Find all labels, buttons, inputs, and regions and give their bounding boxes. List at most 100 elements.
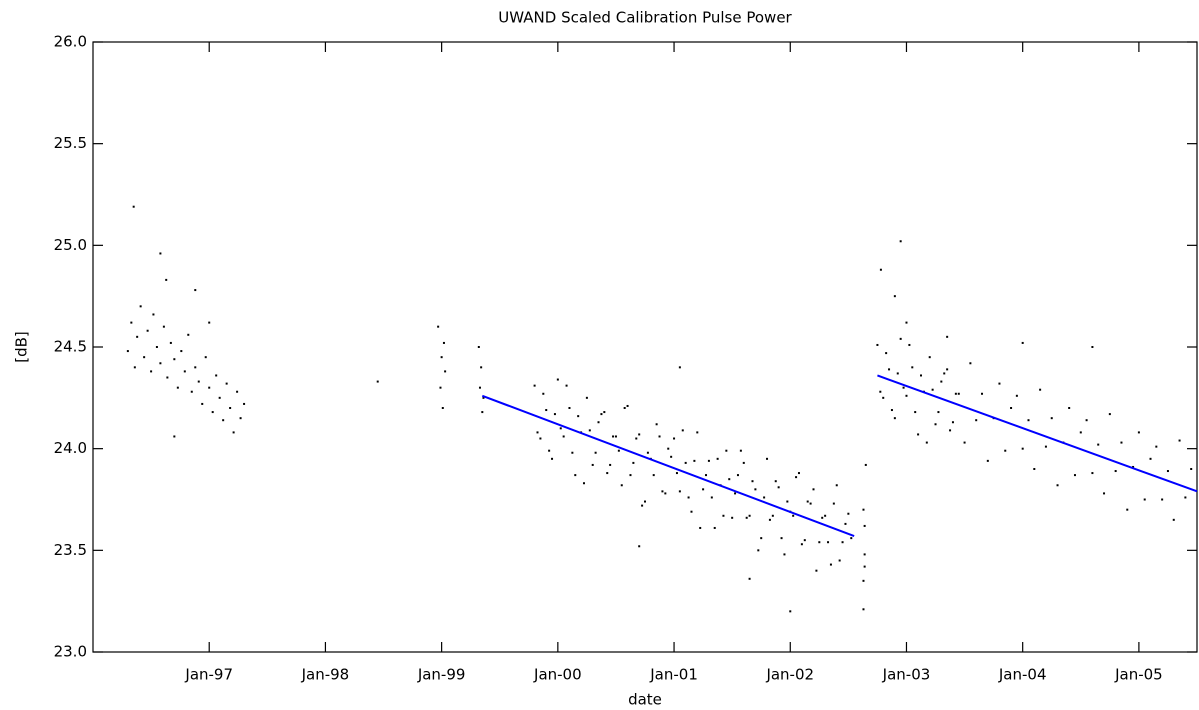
data-point	[1021, 447, 1024, 450]
data-point	[582, 482, 585, 485]
chart-title: UWAND Scaled Calibration Pulse Power	[498, 9, 792, 27]
data-point	[1120, 441, 1123, 444]
y-tick-label: 26.0	[54, 33, 87, 51]
data-point	[917, 433, 920, 436]
data-point	[693, 459, 696, 462]
data-point	[748, 514, 751, 517]
data-point	[893, 417, 896, 420]
data-point	[159, 252, 162, 255]
data-point	[629, 474, 632, 477]
data-point	[905, 394, 908, 397]
data-point	[614, 435, 617, 438]
data-point	[165, 278, 168, 281]
data-point	[632, 461, 635, 464]
x-tick-label: Jan-01	[649, 666, 698, 684]
data-point	[208, 321, 211, 324]
data-point	[542, 392, 545, 395]
data-point	[577, 415, 580, 418]
data-point	[132, 205, 135, 208]
data-point	[553, 413, 556, 416]
data-point	[1010, 407, 1013, 409]
data-point	[824, 514, 827, 517]
data-point	[133, 366, 136, 369]
data-point	[678, 490, 681, 493]
data-point	[211, 411, 214, 414]
data-point	[218, 396, 221, 399]
data-point	[229, 407, 232, 409]
data-point	[661, 490, 664, 493]
data-point	[437, 325, 440, 328]
data-point	[1073, 474, 1076, 477]
data-point	[946, 335, 949, 338]
data-point	[646, 451, 649, 454]
data-point	[1126, 508, 1129, 511]
data-point	[536, 431, 539, 434]
data-point	[832, 502, 835, 505]
data-point	[173, 358, 176, 361]
y-tick-label: 24.0	[54, 439, 87, 457]
data-point	[678, 366, 681, 369]
data-point	[827, 541, 830, 544]
data-point	[197, 380, 200, 383]
data-point	[548, 449, 551, 452]
data-point	[556, 378, 559, 381]
data-point	[707, 459, 710, 462]
data-point	[899, 337, 902, 340]
data-point	[159, 362, 162, 365]
data-point	[809, 502, 812, 505]
x-tick-label: Jan-03	[882, 666, 931, 684]
data-point	[482, 396, 485, 399]
data-point	[440, 356, 443, 359]
data-point	[908, 343, 911, 346]
data-point	[896, 372, 899, 375]
data-point	[742, 461, 745, 464]
y-tick-label: 24.5	[54, 338, 87, 356]
data-point	[635, 437, 638, 440]
data-point	[862, 508, 865, 511]
data-point	[821, 516, 824, 519]
data-point	[1103, 492, 1106, 495]
data-point	[1137, 431, 1140, 434]
data-point	[1184, 496, 1187, 499]
trend-line	[877, 374, 1198, 493]
data-point	[658, 435, 661, 438]
data-point	[850, 537, 853, 540]
data-point	[763, 496, 766, 499]
data-point	[879, 390, 882, 393]
data-point	[675, 472, 678, 475]
data-point	[1044, 445, 1047, 448]
data-point	[1108, 413, 1111, 416]
y-tick-label: 25.0	[54, 236, 87, 254]
data-point	[713, 526, 716, 529]
data-point	[594, 451, 597, 454]
data-point	[745, 516, 748, 519]
data-point	[559, 427, 562, 430]
data-point	[539, 437, 542, 440]
data-point	[644, 500, 646, 503]
data-point	[890, 409, 893, 412]
data-point	[626, 404, 629, 407]
data-point	[1079, 431, 1082, 434]
y-tick-label: 25.5	[54, 134, 87, 152]
x-tick-label: Jan-04	[998, 666, 1047, 684]
data-point	[236, 390, 239, 393]
data-point	[194, 366, 197, 369]
data-point	[562, 435, 565, 438]
data-point	[902, 386, 905, 389]
data-point	[183, 370, 186, 373]
data-point	[1155, 445, 1158, 448]
data-point	[225, 382, 228, 385]
data-point	[876, 343, 879, 346]
x-tick-label: Jan-02	[765, 666, 814, 684]
data-point	[194, 289, 197, 292]
data-point	[803, 539, 806, 542]
data-point	[568, 407, 571, 409]
data-point	[1033, 468, 1036, 470]
data-point	[751, 480, 754, 483]
data-point	[699, 526, 702, 529]
data-point	[812, 488, 815, 491]
data-point	[847, 512, 850, 515]
data-point	[190, 390, 193, 393]
data-point	[1050, 417, 1053, 420]
x-tick-label: Jan-05	[1114, 666, 1163, 684]
